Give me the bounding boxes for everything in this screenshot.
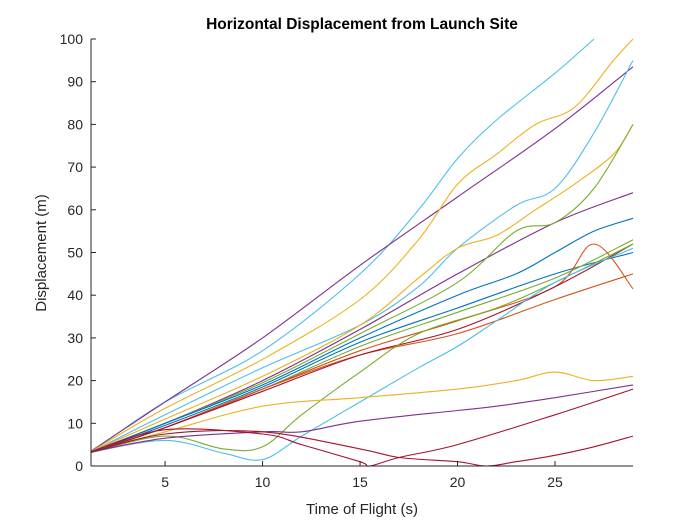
series-line-8 bbox=[90, 217, 634, 453]
y-axis-label: Displacement (m) bbox=[33, 194, 50, 312]
chart-title: Horizontal Displacement from Launch Site bbox=[206, 16, 518, 33]
series-line-16 bbox=[90, 371, 634, 453]
y-tick-label: 20 bbox=[67, 373, 83, 389]
x-tick-label: 15 bbox=[352, 474, 368, 490]
series-line-17 bbox=[90, 384, 634, 453]
y-tick-label: 0 bbox=[75, 458, 83, 474]
y-tick-label: 40 bbox=[67, 287, 83, 303]
y-tick-label: 100 bbox=[60, 31, 84, 47]
series-line-9 bbox=[90, 251, 634, 453]
y-tick-label: 60 bbox=[67, 202, 83, 218]
x-axis-label: Time of Flight (s) bbox=[306, 501, 418, 518]
y-tick-label: 10 bbox=[67, 415, 83, 431]
x-tick-label: 10 bbox=[255, 474, 271, 490]
series-line-19 bbox=[90, 429, 634, 467]
series-line-6 bbox=[90, 192, 634, 453]
series-line-14 bbox=[90, 243, 634, 453]
series-layer bbox=[90, 38, 634, 467]
y-tick-label: 80 bbox=[67, 116, 83, 132]
y-tick-label: 70 bbox=[67, 159, 83, 175]
x-tick-label: 5 bbox=[161, 474, 169, 490]
y-tick-label: 90 bbox=[67, 74, 83, 90]
series-line-3 bbox=[90, 38, 634, 452]
axes: 5 10 15 20 25 0 10 20 30 40 50 60 70 80 90 100 bbox=[60, 31, 633, 490]
series-line-4 bbox=[90, 60, 634, 453]
series-line-13 bbox=[90, 243, 634, 453]
series-line-5 bbox=[90, 124, 634, 453]
series-line-2 bbox=[90, 66, 634, 452]
series-line-15 bbox=[90, 247, 634, 461]
y-tick-label: 30 bbox=[67, 330, 83, 346]
x-tick-label: 25 bbox=[547, 474, 563, 490]
x-tick-label: 20 bbox=[450, 474, 466, 490]
y-tick-label: 50 bbox=[67, 245, 83, 261]
series-line-1 bbox=[90, 38, 595, 453]
